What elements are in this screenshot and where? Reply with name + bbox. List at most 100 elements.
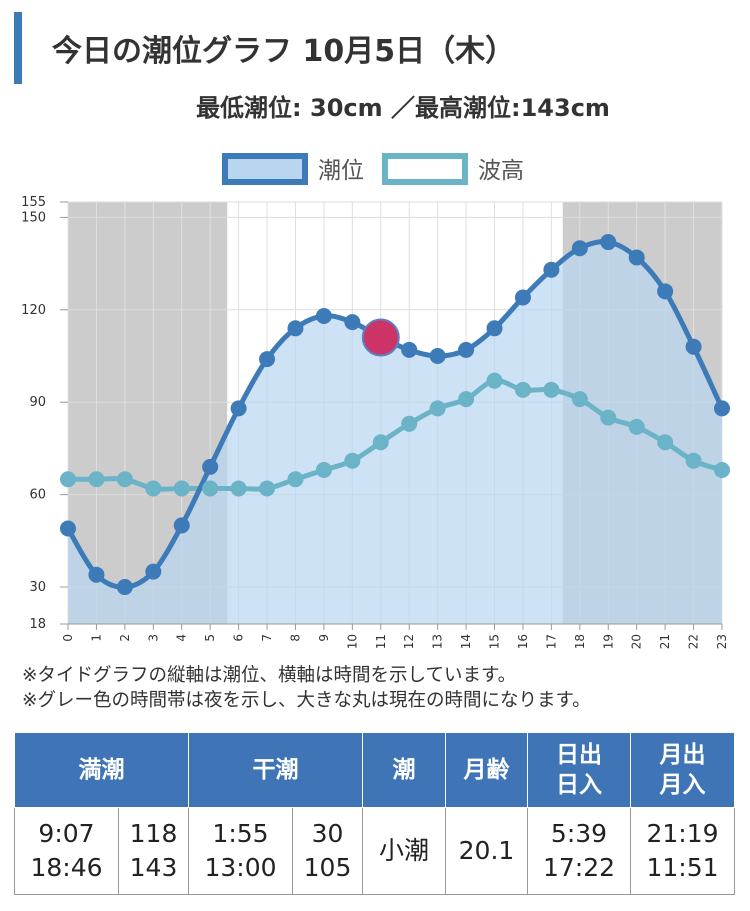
sun-times-cell: 5:39 17:22: [527, 807, 631, 895]
y-tick-label: 60: [29, 488, 46, 503]
x-tick-label: 5: [203, 634, 217, 642]
tide-point: [657, 283, 674, 300]
tide-point: [202, 458, 219, 475]
tide-point: [714, 400, 730, 417]
x-tick-label: 14: [459, 634, 473, 649]
wave-point: [173, 480, 190, 497]
header-sunrise: 日出: [556, 742, 602, 768]
high-time: 9:07: [38, 819, 95, 848]
table-row: 9:07 18:46 118 143 1:55 13:00 30 105 小潮 …: [14, 807, 735, 895]
tide-point: [259, 351, 276, 368]
high-level: 118: [129, 819, 178, 848]
y-tick-label: 120: [21, 303, 46, 318]
table-header-row: 満潮 干潮 潮 月齢 日出 日入 月出 月入: [14, 732, 735, 808]
header-sunset: 日入: [556, 772, 602, 798]
header-high-tide: 満潮: [14, 732, 189, 808]
x-tick-label: 11: [374, 634, 388, 649]
low-levels-cell: 30 105: [292, 807, 363, 895]
header-moonset: 月入: [659, 772, 706, 798]
wave-point: [429, 400, 446, 417]
moonrise-time: 21:19: [646, 819, 719, 848]
y-tick-label: 18: [29, 617, 46, 632]
high-levels-cell: 118 143: [118, 807, 189, 895]
note-line: ※グレー色の時間帯は夜を示し、大きな丸は現在の時間になります。: [22, 690, 591, 711]
x-tick-label: 10: [345, 634, 359, 649]
chart-notes: ※タイドグラフの縦軸は潮位、横軸は時間を示しています。 ※グレー色の時間帯は夜を…: [22, 663, 591, 713]
tide-point: [429, 348, 446, 365]
wave-point: [657, 434, 674, 451]
header-moon: 月出 月入: [630, 732, 735, 808]
wave-point: [372, 434, 389, 451]
x-tick-label: 16: [516, 634, 530, 649]
legend-wave-swatch: [382, 153, 468, 185]
x-tick-label: 6: [232, 634, 246, 642]
tide-point: [514, 289, 531, 306]
tide-point: [600, 234, 617, 251]
wave-point: [202, 480, 219, 497]
tide-table: 満潮 干潮 潮 月齢 日出 日入 月出 月入 9:07 18:46 118 14…: [14, 732, 735, 895]
header-moon-age: 月齢: [445, 732, 528, 808]
wave-point: [145, 480, 162, 497]
tide-point: [173, 517, 190, 534]
title-bar: 今日の潮位グラフ 10月5日（木）: [14, 12, 734, 84]
x-tick-label: 9: [317, 634, 331, 642]
wave-point: [116, 471, 133, 488]
note-line: ※タイドグラフの縦軸は潮位、横軸は時間を示しています。: [22, 665, 517, 686]
wave-point: [315, 461, 332, 478]
wave-point: [600, 409, 617, 426]
low-time: 13:00: [204, 853, 277, 882]
wave-point: [60, 471, 76, 488]
tide-point: [458, 341, 475, 358]
wave-point: [571, 391, 588, 408]
low-level: 105: [303, 853, 352, 882]
x-tick-label: 8: [288, 634, 302, 642]
moon-times-cell: 21:19 11:51: [630, 807, 735, 895]
tide-type-cell: 小潮: [362, 807, 446, 895]
tide-point: [116, 579, 133, 596]
y-tick-label: 150: [21, 210, 46, 225]
sunrise-time: 5:39: [550, 819, 608, 848]
x-tick-label: 1: [89, 634, 103, 642]
header-sun: 日出 日入: [527, 732, 631, 808]
x-tick-label: 20: [630, 634, 644, 649]
tide-point: [401, 341, 418, 358]
y-tick-label: 155: [21, 195, 46, 210]
header-moonrise: 月出: [659, 742, 706, 768]
wave-point: [344, 452, 361, 469]
high-time: 18:46: [30, 853, 103, 882]
wave-point: [88, 471, 105, 488]
x-tick-label: 23: [715, 634, 729, 649]
chart-legend[interactable]: 潮位 波高: [222, 153, 524, 185]
low-level: 30: [311, 819, 344, 848]
x-tick-label: 0: [61, 634, 75, 642]
legend-tide-swatch: [222, 153, 308, 185]
x-tick-label: 17: [544, 634, 558, 649]
high-times-cell: 9:07 18:46: [14, 807, 119, 895]
x-tick-label: 12: [402, 634, 416, 649]
y-tick-label: 90: [29, 395, 46, 410]
wave-point: [259, 480, 276, 497]
tide-point: [145, 563, 162, 580]
tide-point: [344, 314, 361, 331]
legend-wave-label: 波高: [478, 158, 524, 184]
tide-point: [571, 240, 588, 257]
x-tick-label: 2: [118, 634, 132, 642]
header-tide-type: 潮: [362, 732, 446, 808]
current-time-marker: [361, 318, 400, 357]
wave-point: [230, 480, 247, 497]
low-time: 1:55: [212, 819, 269, 848]
tide-point: [543, 261, 560, 278]
tide-point: [230, 400, 247, 417]
tide-point: [685, 338, 702, 355]
low-times-cell: 1:55 13:00: [188, 807, 293, 895]
moon-age-cell: 20.1: [445, 807, 528, 895]
wave-point: [685, 452, 702, 469]
tide-point: [88, 566, 105, 583]
page-title: 今日の潮位グラフ 10月5日（木）: [52, 34, 516, 69]
x-tick-label: 13: [431, 634, 445, 649]
page-subtitle: 最低潮位: 30cm ／最高潮位:143cm: [196, 94, 610, 122]
high-level: 143: [129, 853, 178, 882]
wave-point: [628, 418, 645, 435]
